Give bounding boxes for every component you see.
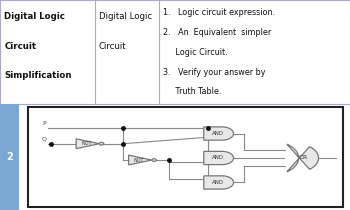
Polygon shape	[76, 139, 99, 149]
Polygon shape	[204, 176, 233, 189]
Text: AND: AND	[212, 131, 224, 136]
Polygon shape	[129, 155, 152, 165]
Text: 2: 2	[6, 152, 13, 162]
Circle shape	[152, 159, 156, 161]
Text: P: P	[42, 121, 46, 126]
Text: Digital Logic: Digital Logic	[4, 12, 65, 21]
Polygon shape	[287, 144, 318, 172]
Bar	[204, 176, 222, 189]
Polygon shape	[204, 151, 233, 165]
Text: Circuit: Circuit	[99, 42, 126, 51]
Polygon shape	[204, 127, 233, 140]
Text: 1.   Logic circuit expression.: 1. Logic circuit expression.	[163, 8, 275, 17]
Text: Q: Q	[42, 136, 47, 141]
Bar	[204, 151, 222, 165]
Text: AND: AND	[212, 155, 224, 160]
Text: Digital Logic: Digital Logic	[99, 12, 152, 21]
Text: NOT: NOT	[81, 141, 92, 146]
Bar	[0, 104, 19, 210]
Text: Logic Circuit.: Logic Circuit.	[163, 48, 228, 57]
Text: AND: AND	[212, 180, 224, 185]
Circle shape	[99, 142, 104, 145]
Text: Truth Table.: Truth Table.	[163, 87, 222, 96]
Text: 3.   Verify your answer by: 3. Verify your answer by	[163, 68, 266, 77]
Text: Simplification: Simplification	[4, 71, 72, 80]
Text: NOT: NOT	[134, 158, 144, 163]
Text: Circuit: Circuit	[4, 42, 36, 51]
Text: OR: OR	[299, 155, 308, 160]
Text: 2.   An  Equivalent  simpler: 2. An Equivalent simpler	[163, 28, 272, 37]
Bar	[204, 127, 222, 140]
